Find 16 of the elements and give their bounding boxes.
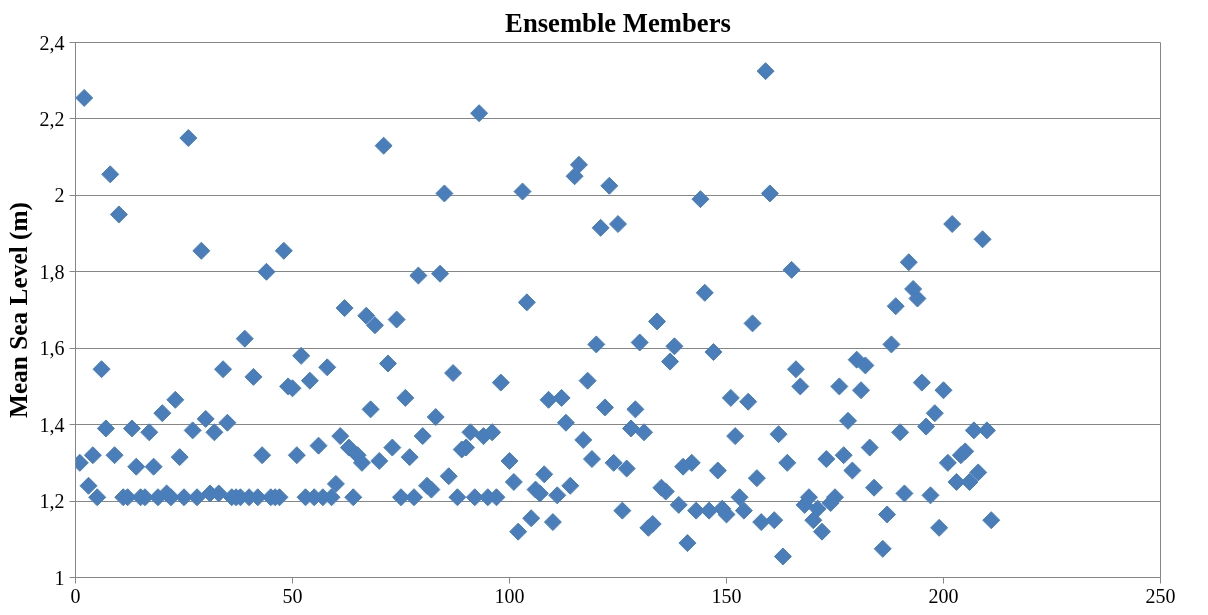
x-tick-label: 250 — [1145, 584, 1176, 607]
y-tick-label: 1,4 — [39, 413, 65, 436]
x-tick-label: 100 — [494, 584, 525, 607]
chart-title: Ensemble Members — [505, 7, 731, 38]
y-tick-label: 1 — [54, 566, 65, 589]
x-tick-label: 50 — [282, 584, 303, 607]
y-tick-label: 1,8 — [39, 260, 65, 283]
x-tick-label: 0 — [70, 584, 81, 607]
y-tick-label: 1,2 — [39, 490, 65, 513]
y-tick-label: 1,6 — [39, 337, 65, 360]
y-tick-label: 2 — [54, 184, 65, 207]
y-axis-title: Mean Sea Level (m) — [3, 202, 33, 418]
y-tick-label: 2,2 — [39, 107, 65, 130]
x-tick-label: 200 — [928, 584, 959, 607]
y-tick-label: 2,4 — [39, 31, 65, 54]
x-tick-label: 150 — [711, 584, 742, 607]
